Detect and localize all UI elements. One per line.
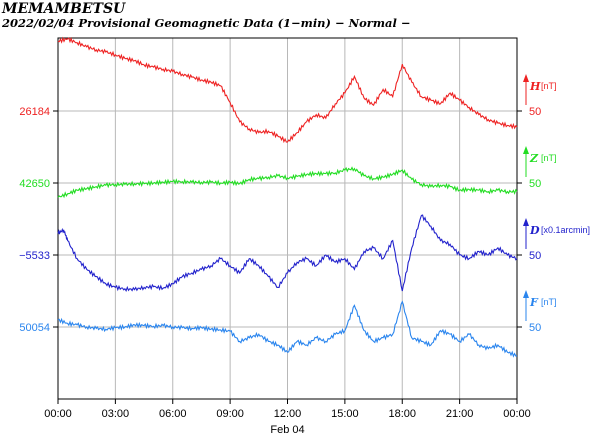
chart-title: MEMAMBETSU [1,1,126,17]
series-line-z [57,166,518,199]
right-axis-labels: 50H [nT]50Z [nT]50D [x0.1arcmin]50F [nT] [517,74,590,334]
series-line-d [57,214,518,292]
series-line-f [57,300,518,358]
series-name-z: Z [529,152,539,165]
series-lines [57,36,518,358]
series-unit-h: [nT] [541,81,557,91]
series-unit-d: [x0.1arcmin] [541,225,590,235]
base-label-z: 42650 [19,178,50,190]
chart-subtitle: 2022/02/04 Provisional Geomagnetic Data … [1,16,411,30]
x-tick-label: 09:00 [216,408,244,420]
series-line-h [57,36,518,144]
base-label-f: 50054 [19,322,50,334]
series-unit-z: [nT] [541,153,557,163]
base-label-d: −5533 [19,250,50,262]
series-name-f: F [529,296,539,309]
scale-label-f: 50 [529,322,541,334]
scale-arrow-head [523,290,529,298]
scale-arrow-head [523,146,529,154]
scale-arrow-head [523,218,529,226]
grid [58,38,517,399]
x-tick-label: 21:00 [446,408,474,420]
scale-label-d: 50 [529,250,541,262]
scale-label-z: 50 [529,178,541,190]
x-tick-label: 00:00 [503,408,531,420]
base-label-h: 26184 [19,106,50,118]
series-name-h: H [529,80,541,93]
x-tick-label: 12:00 [274,408,302,420]
left-base-labels: 26184 42650 −5533 50054 [19,106,58,334]
series-unit-f: [nT] [541,297,557,307]
x-tick-label: 06:00 [159,408,187,420]
scale-label-h: 50 [529,106,541,118]
x-tick-label: 15:00 [331,408,359,420]
x-tick-label: 18:00 [388,408,416,420]
x-axis: 00:00 03:00 06:00 09:00 12:00 15:00 18:00 21:00… [44,399,531,436]
series-name-d: D [529,224,540,237]
x-sublabel: Feb 04 [270,424,304,436]
x-tick-label: 00:00 [44,408,72,420]
x-tick-label: 03:00 [102,408,130,420]
scale-arrow-head [523,74,529,82]
